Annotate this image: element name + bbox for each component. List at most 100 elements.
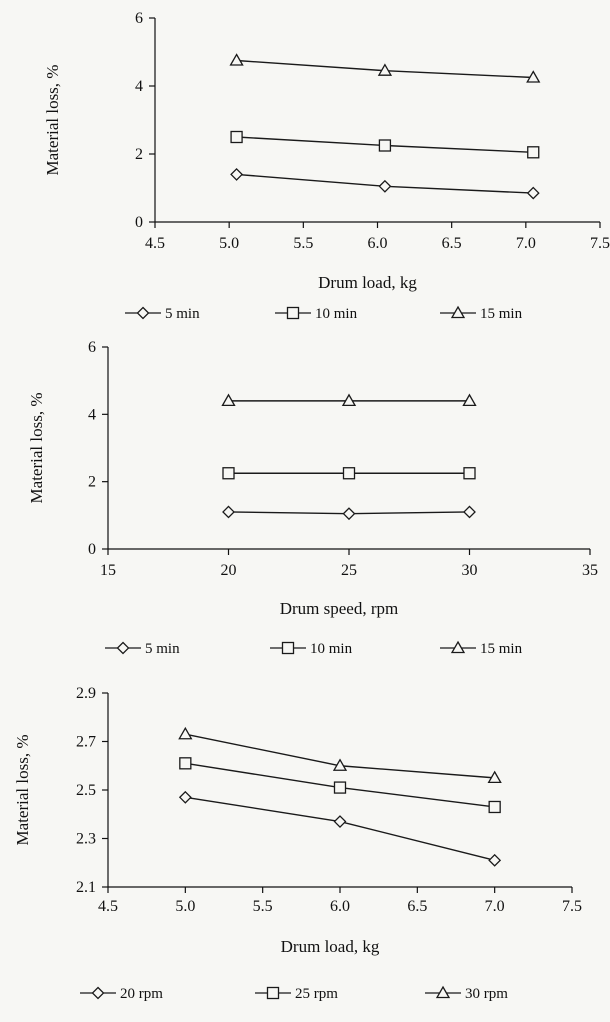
x-tick-label: 7.5: [562, 898, 582, 915]
x-tick-label: 5.5: [293, 235, 313, 252]
legend-item: 15 min: [440, 305, 523, 322]
triangle-point-marker: [377, 63, 393, 76]
legend-label: 5 min: [145, 641, 180, 657]
chart-panel-drum-speed-time: 0 2 4 6 15 20 25 30 35 Drum speed, rpm Material lo…: [27, 339, 598, 657]
y-axis-title: Material loss, %: [43, 65, 62, 176]
x-tick-label: 6.0: [368, 235, 388, 252]
square-point-marker: [179, 757, 192, 770]
x-tick-label: 35: [582, 562, 598, 579]
triangle-point-marker: [221, 393, 236, 407]
y-tick-label: 6: [135, 10, 143, 27]
y-tick-label: 0: [88, 541, 96, 558]
series-5-min: [222, 505, 476, 521]
x-axis-title: Drum speed, rpm: [280, 599, 399, 618]
x-tick-label: 6.5: [442, 235, 462, 252]
legend: 5 min 10 min 15 min: [105, 640, 523, 657]
legend-item: 5 min: [105, 641, 180, 657]
square-point-marker: [230, 130, 243, 144]
legend-label: 20 rpm: [120, 986, 163, 1002]
y-tick-label: 2.9: [76, 685, 96, 702]
legend-item: 10 min: [270, 641, 353, 657]
x-tick-label: 5.0: [175, 898, 195, 915]
series-15-min: [229, 53, 541, 83]
y-axis-title: Material loss, %: [27, 393, 46, 504]
legend-diamond-marker: [91, 986, 105, 1000]
series-25-rpm: [179, 757, 501, 814]
legend-label: 10 min: [315, 306, 358, 322]
x-tick-label: 25: [341, 562, 357, 579]
triangle-point-marker: [178, 726, 193, 740]
x-axis-title: Drum load, kg: [318, 273, 417, 292]
x-tick-label: 30: [462, 562, 478, 579]
x-tick-label: 7.0: [516, 235, 536, 252]
diamond-point-marker: [526, 186, 540, 200]
legend-item: 10 min: [275, 306, 358, 322]
y-tick-label: 2.1: [76, 879, 96, 896]
series-5-min: [230, 167, 540, 200]
legend-diamond-marker: [116, 641, 130, 655]
legend-item: 5 min: [125, 306, 200, 322]
triangle-point-marker: [526, 70, 541, 83]
square-point-marker: [463, 467, 476, 480]
diamond-point-marker: [333, 815, 347, 828]
y-tick-label: 2.7: [76, 734, 96, 751]
x-axis-title: Drum load, kg: [281, 937, 380, 956]
legend-label: 25 rpm: [295, 986, 338, 1002]
diamond-point-marker: [463, 505, 476, 519]
diamond-point-marker: [178, 790, 192, 804]
legend-triangle-marker: [450, 305, 466, 319]
legend-label: 15 min: [480, 641, 523, 657]
legend-item: 30 rpm: [425, 985, 508, 1002]
x-tick-label: 6.0: [330, 898, 350, 915]
legend-label: 10 min: [310, 641, 353, 657]
series-30-rpm: [178, 726, 502, 784]
legend-triangle-marker: [435, 985, 451, 999]
y-tick-label: 4: [135, 78, 143, 95]
triangle-point-marker: [341, 393, 357, 407]
diamond-point-marker: [488, 853, 502, 867]
x-tick-label: 15: [100, 562, 116, 579]
legend-item: 15 min: [440, 640, 523, 657]
legend-square-marker: [266, 986, 280, 1000]
square-point-marker: [488, 800, 501, 814]
series-20-rpm: [178, 790, 502, 867]
series-10-min: [222, 467, 476, 480]
y-tick-label: 0: [135, 214, 143, 231]
legend-square-marker: [286, 306, 300, 320]
legend-item: 20 rpm: [80, 986, 163, 1002]
diamond-point-marker: [230, 167, 244, 181]
series-line: [185, 796, 495, 862]
chart-panel-drum-load-time: 0 2 4 6 4.5 5.0 5.5 6.0 6.5 7.0 7.5 Drum load, kg Ma…: [43, 10, 610, 322]
series-15-min: [221, 393, 477, 407]
x-tick-label: 7.0: [485, 898, 505, 915]
legend-label: 15 min: [480, 306, 523, 322]
legend: 20 rpm 25 rpm 30 rpm: [80, 985, 508, 1002]
legend-label: 30 rpm: [465, 986, 508, 1002]
diamond-point-marker: [378, 179, 392, 193]
y-tick-label: 4: [88, 406, 96, 423]
series-10-min: [230, 130, 540, 159]
x-tick-label: 4.5: [98, 898, 118, 915]
series-line: [185, 733, 495, 779]
legend-diamond-marker: [136, 306, 150, 320]
y-tick-label: 6: [88, 339, 96, 356]
x-tick-label: 20: [221, 562, 237, 579]
triangle-point-marker: [462, 393, 477, 407]
triangle-point-marker: [229, 53, 244, 66]
legend-label: 5 min: [165, 306, 200, 322]
diamond-point-marker: [222, 505, 235, 519]
y-axis-title: Material loss, %: [13, 735, 32, 846]
y-tick-label: 2.3: [76, 831, 96, 848]
square-point-marker: [378, 139, 392, 152]
x-tick-label: 4.5: [145, 235, 165, 252]
y-tick-label: 2: [135, 146, 143, 163]
x-tick-label: 7.5: [590, 235, 610, 252]
y-tick-label: 2.5: [76, 782, 96, 799]
legend: 5 min 10 min 15 min: [125, 305, 523, 322]
square-point-marker: [527, 146, 540, 159]
y-tick-label: 2: [88, 474, 96, 491]
chart-panel-drum-load-rpm: 2.1 2.3 2.5 2.7 2.9 4.5 5.0 5.5 6.0 6.5 7.0 7.5 Drum…: [13, 685, 582, 1002]
square-point-marker: [333, 781, 347, 794]
